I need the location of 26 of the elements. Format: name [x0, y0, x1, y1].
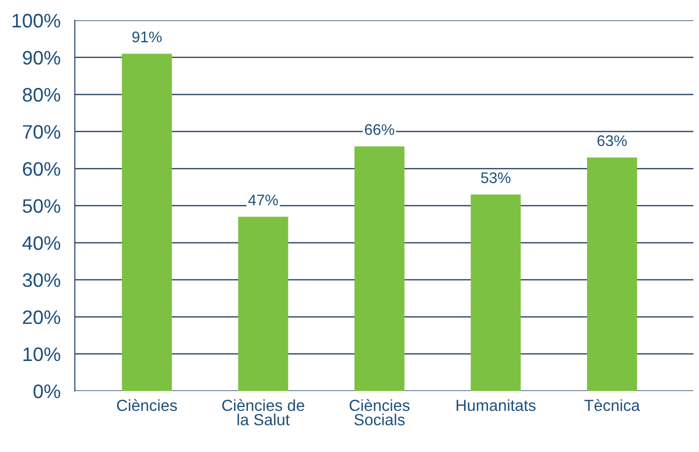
y-tick-label: 50%: [22, 199, 60, 213]
y-tick-label: 10%: [23, 347, 60, 362]
data-label: 91%: [132, 32, 162, 42]
data-label: 66%: [364, 124, 394, 136]
y-tick-label: 90%: [22, 50, 60, 65]
bar: [354, 146, 404, 391]
x-tick-label: Humanitats: [456, 399, 536, 412]
y-tick-label: 70%: [22, 125, 60, 139]
y-tick-label: 0%: [34, 384, 60, 398]
y-tick-label: 20%: [22, 310, 60, 324]
x-tick-label: Ciències Socials: [350, 399, 410, 426]
x-tick-label: Ciències de la Salut: [222, 399, 304, 426]
x-tick-label: Ciències: [117, 399, 177, 412]
bar: [470, 194, 521, 391]
x-tick-label: Tècnica: [584, 399, 640, 412]
y-tick-label: 100%: [12, 14, 60, 28]
y-tick-label: 30%: [22, 273, 60, 288]
bar: [122, 54, 172, 391]
bar: [238, 216, 288, 391]
data-label: 53%: [481, 172, 510, 184]
y-tick-label: 60%: [22, 162, 60, 176]
data-label: 63%: [598, 135, 627, 146]
bar: [587, 157, 638, 391]
y-tick-label: 40%: [22, 236, 60, 250]
data-label: 47%: [248, 194, 278, 206]
y-tick-label: 80%: [22, 88, 60, 102]
